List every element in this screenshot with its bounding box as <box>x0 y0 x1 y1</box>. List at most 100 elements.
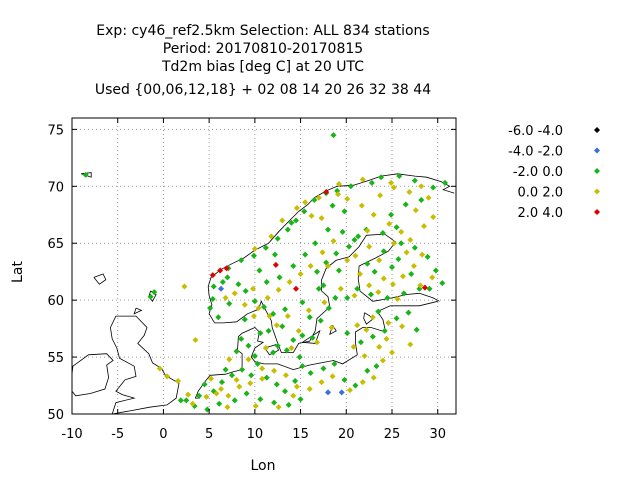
station-point <box>359 379 366 386</box>
station-point <box>222 366 229 373</box>
station-point <box>217 267 224 274</box>
legend-label: 2.0 4.0 <box>518 206 563 221</box>
station-point <box>411 177 418 184</box>
x-tick-label: 20 <box>338 427 355 442</box>
legend-swatch <box>594 209 600 215</box>
station-point <box>210 283 217 290</box>
y-tick-label: 65 <box>47 237 64 252</box>
station-point <box>251 352 258 359</box>
x-axis-label: Lon <box>251 458 276 474</box>
station-point <box>379 229 386 236</box>
station-point <box>354 285 361 292</box>
station-point <box>352 382 359 389</box>
station-point <box>380 248 387 255</box>
station-point <box>243 390 250 397</box>
station-point <box>233 348 240 355</box>
station-point <box>315 285 322 292</box>
station-point <box>255 305 262 312</box>
station-point <box>325 263 331 269</box>
station-point <box>330 237 337 244</box>
station-point <box>266 313 273 320</box>
station-point <box>218 385 225 392</box>
station-point <box>290 263 297 269</box>
x-tick-label: 25 <box>384 427 401 442</box>
coastline <box>278 233 440 353</box>
station-point <box>279 323 286 330</box>
station-point <box>408 270 415 277</box>
station-point <box>395 256 402 263</box>
station-point <box>275 286 282 293</box>
station-point <box>263 374 270 381</box>
station-point <box>429 274 436 281</box>
station-point <box>293 285 299 292</box>
station-point <box>379 357 386 364</box>
station-point <box>344 330 351 337</box>
station-point <box>308 212 315 219</box>
station-point <box>297 396 304 403</box>
coastline <box>264 344 280 356</box>
station-point <box>259 375 266 382</box>
station-point <box>262 344 269 351</box>
station-point <box>215 314 222 321</box>
legend-swatch <box>594 168 600 174</box>
station-point <box>375 289 382 296</box>
station-point <box>318 379 325 386</box>
station-point <box>283 347 290 354</box>
station-point <box>282 306 289 313</box>
x-tick-label: -10 <box>61 427 82 442</box>
station-point <box>417 282 424 289</box>
station-point <box>248 372 255 379</box>
station-point <box>207 375 214 382</box>
station-point <box>257 330 264 337</box>
station-point <box>177 397 184 404</box>
station-point <box>256 267 263 274</box>
station-point <box>231 290 238 297</box>
station-point <box>226 356 233 363</box>
station-point <box>250 285 257 292</box>
station-point <box>430 184 437 191</box>
station-point <box>315 194 322 201</box>
station-point <box>196 392 203 399</box>
station-point <box>185 391 192 398</box>
station-point <box>361 352 368 359</box>
coastline <box>109 315 180 414</box>
station-point <box>344 294 351 301</box>
station-point <box>351 236 358 243</box>
station-point <box>412 207 419 214</box>
station-point <box>293 217 299 224</box>
station-point <box>344 195 351 202</box>
station-point <box>418 183 425 190</box>
station-point <box>407 236 414 243</box>
station-point <box>320 282 327 289</box>
station-point <box>290 337 297 343</box>
coastline <box>93 273 107 285</box>
station-point <box>224 404 231 411</box>
station-point <box>389 264 395 271</box>
station-point <box>242 288 249 295</box>
station-point <box>337 285 344 292</box>
station-point <box>354 322 361 329</box>
station-point <box>328 324 335 331</box>
station-point <box>338 389 345 396</box>
station-point <box>339 228 346 235</box>
station-point <box>235 281 242 288</box>
station-point <box>309 334 316 341</box>
station-point <box>151 289 158 296</box>
station-point <box>259 365 266 372</box>
station-point <box>442 179 449 186</box>
station-point <box>357 339 364 346</box>
station-point <box>364 367 371 374</box>
station-point <box>421 223 427 230</box>
station-point <box>82 171 89 178</box>
station-point <box>273 322 280 329</box>
station-point <box>419 251 426 258</box>
station-point <box>192 337 199 343</box>
station-point <box>320 365 327 372</box>
station-point <box>301 208 308 215</box>
station-point <box>321 299 328 306</box>
station-point <box>418 196 425 203</box>
station-point <box>325 226 331 233</box>
station-point <box>366 282 373 289</box>
station-point <box>292 377 299 384</box>
station-point <box>335 267 342 274</box>
